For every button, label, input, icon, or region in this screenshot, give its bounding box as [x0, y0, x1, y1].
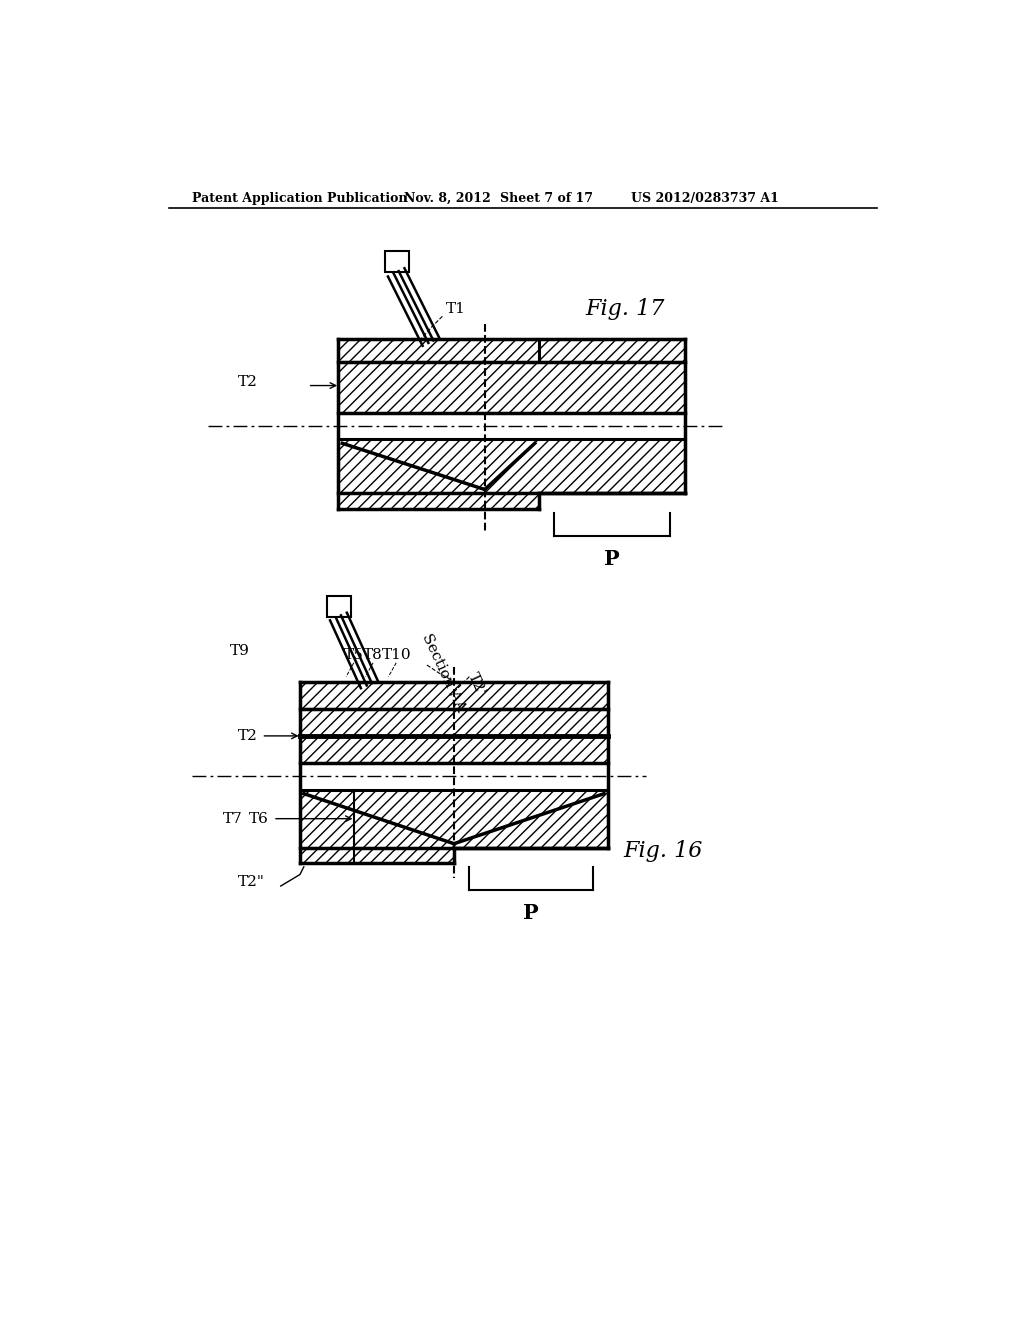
Text: Nov. 8, 2012: Nov. 8, 2012	[403, 191, 490, 205]
Bar	[300, 709, 608, 763]
Bar	[327, 595, 351, 618]
Bar	[300, 763, 608, 789]
Bar	[339, 339, 539, 363]
Text: T9: T9	[230, 644, 250, 659]
Bar	[539, 339, 685, 363]
Text: T1: T1	[446, 301, 466, 315]
Text: Fig. 16: Fig. 16	[624, 841, 702, 862]
Text: Section AA: Section AA	[419, 631, 468, 714]
Text: US 2012/0283737 A1: US 2012/0283737 A1	[631, 191, 779, 205]
Text: P: P	[523, 903, 539, 923]
Text: T10: T10	[381, 648, 411, 663]
Bar	[339, 412, 685, 440]
Text: T2: T2	[238, 729, 258, 743]
Text: T2': T2'	[466, 671, 488, 698]
Bar	[300, 789, 608, 847]
Bar	[339, 440, 685, 494]
Bar	[385, 251, 410, 272]
Bar	[300, 847, 454, 863]
Text: P: P	[604, 549, 620, 569]
Text: T2: T2	[239, 375, 258, 388]
Bar	[300, 682, 608, 709]
Text: T5: T5	[344, 648, 364, 663]
Text: Sheet 7 of 17: Sheet 7 of 17	[500, 191, 593, 205]
Bar	[339, 363, 685, 412]
Text: T8: T8	[364, 648, 383, 663]
Text: Fig. 17: Fig. 17	[585, 297, 665, 319]
Bar	[339, 494, 539, 508]
Text: T2": T2"	[239, 875, 265, 890]
Text: T7: T7	[222, 812, 243, 826]
Text: Patent Application Publication: Patent Application Publication	[193, 191, 408, 205]
Text: T6: T6	[249, 812, 269, 826]
